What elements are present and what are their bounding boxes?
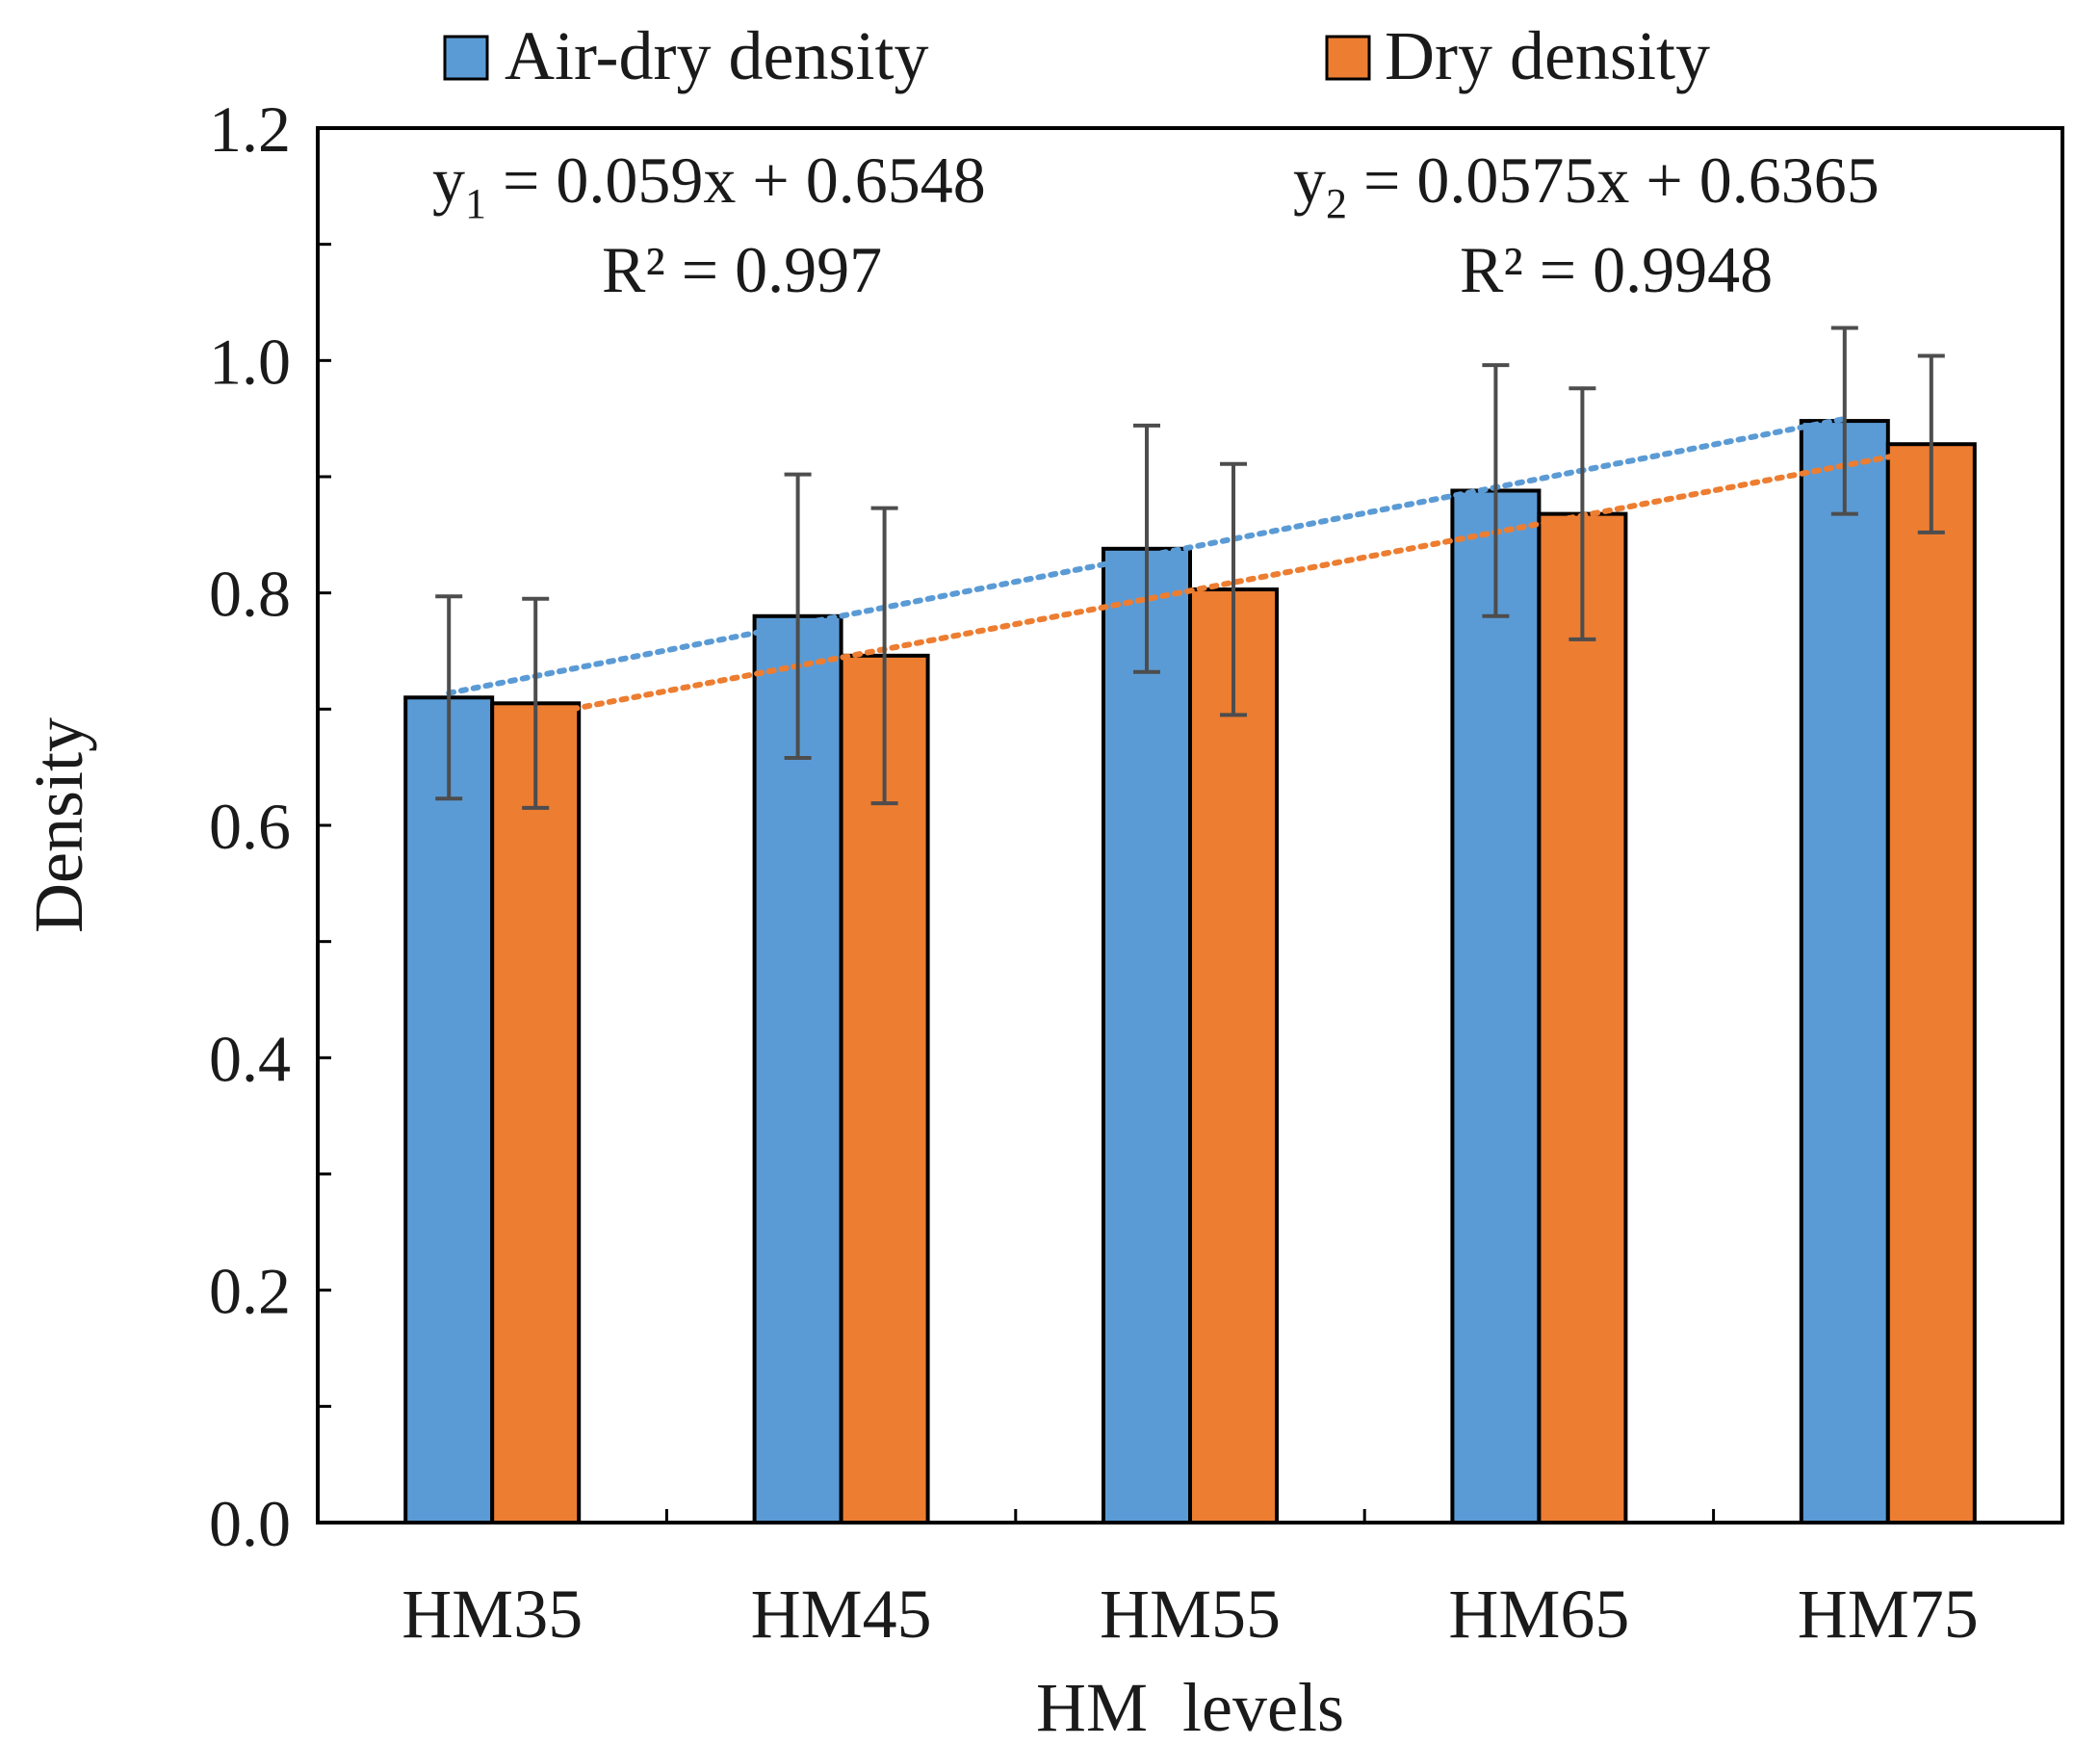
legend: Air-dry density Dry density [443,17,1710,94]
x-tick-label: HM75 [1798,1576,1979,1653]
y-axis: 0.0 0.2 0.4 0.6 0.8 1.0 1.2 [209,92,331,1560]
legend-label-dry: Dry density [1385,17,1710,94]
bar [1450,488,1542,1525]
y-axis-title: Density [20,717,97,933]
y-tick-label: 0.8 [209,558,291,631]
bars [403,419,1977,1525]
bar [490,701,582,1524]
x-tick-label: HM35 [402,1576,583,1653]
x-tick-label: HM55 [1100,1576,1281,1653]
bar [1885,442,1977,1524]
r2-air-dry: R² = 0.997 [602,233,882,306]
y-tick-label: 0.0 [209,1487,291,1560]
x-tick-label: HM45 [751,1576,932,1653]
bar [839,653,930,1524]
trendline [532,446,1934,719]
x-axis-title: HM levels [1036,1669,1344,1746]
y-tick-label: 1.2 [209,92,291,166]
trendline-annotations: y1 = 0.059x + 0.6548 R² = 0.997 y2 = 0.0… [432,143,1880,306]
r2-dry: R² = 0.9948 [1460,233,1773,306]
legend-label-air-dry: Air-dry density [505,17,928,94]
equation-dry: y2 = 0.0575x + 0.6365 [1293,143,1880,227]
x-tick-label: HM65 [1448,1576,1629,1653]
x-axis: HM35 HM45 HM55 HM65 HM75 [402,1509,1979,1653]
bar [403,695,495,1524]
y-tick-label: 0.4 [209,1022,291,1095]
y-tick-label: 1.0 [209,325,291,398]
bar [1188,587,1279,1524]
equation-air-dry: y1 = 0.059x + 0.6548 [432,143,986,227]
legend-swatch-air-dry [443,35,489,81]
bar [1799,419,1890,1525]
error-bars [435,326,1945,810]
y-tick-label: 0.6 [209,790,291,863]
legend-swatch-dry [1325,35,1371,81]
bar [1537,511,1628,1525]
y-tick-label: 0.2 [209,1255,291,1328]
bar [1102,546,1192,1524]
